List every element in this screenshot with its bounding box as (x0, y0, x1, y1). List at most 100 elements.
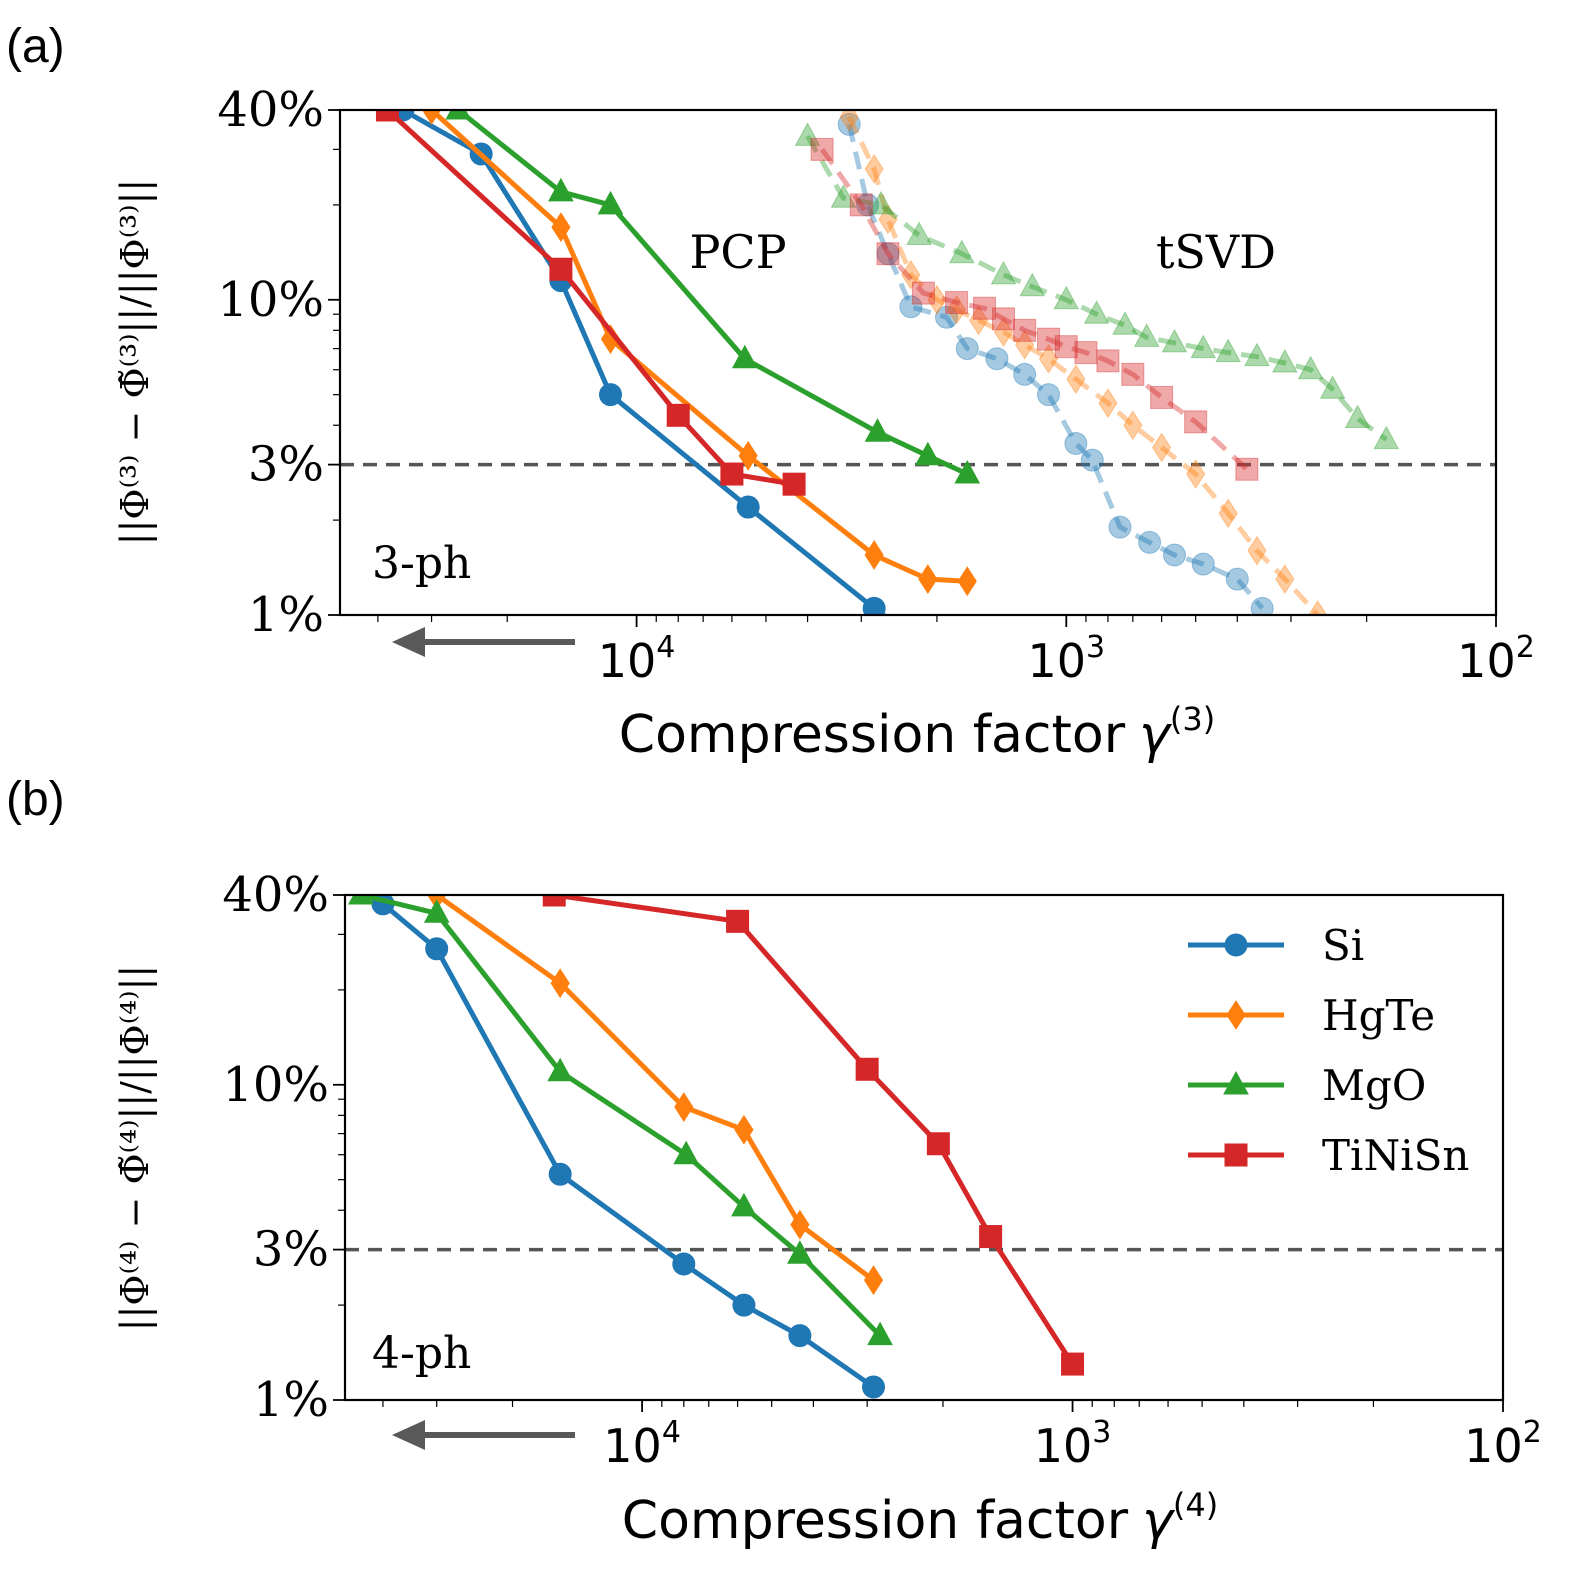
line-mgo-pcp (456, 110, 969, 477)
point-mgo-tsvd (1083, 300, 1110, 324)
series-si-series (371, 895, 886, 1399)
point-si-tsvd (1108, 515, 1132, 539)
point-tinisn-series (1061, 1352, 1085, 1376)
x-tick-label: 104 (603, 1415, 681, 1473)
point-tinisn-pcp (549, 257, 573, 281)
legend-item-si: Si (1188, 921, 1364, 970)
series-hgte-series (427, 895, 884, 1296)
point-si-pcp (862, 596, 886, 615)
point-tinisn-tsvd (810, 137, 834, 161)
point-hgte-tsvd (1275, 564, 1295, 595)
point-hgte-tsvd (864, 154, 884, 184)
panel-b-axes: 1% 3% 10% 40% 104 103 102 (222, 867, 1542, 1473)
legend-label: MgO (1322, 1061, 1426, 1110)
series-hgte-tsvd (839, 110, 1328, 615)
panel-b-ylabel: ||Φ⁽⁴⁾ − Φ̃⁽⁴⁾||/||Φ⁽⁴⁾|| (113, 965, 157, 1331)
point-si-tsvd (935, 305, 959, 329)
panel-a-label: (a) (6, 20, 65, 73)
point-si-tsvd (1064, 431, 1088, 455)
legend-label: TiNiSn (1322, 1131, 1469, 1180)
point-hgte-tsvd (1038, 343, 1059, 374)
point-si-pcp (736, 495, 760, 519)
regime-label-4ph: 4-ph (372, 1328, 471, 1379)
line-hgte-tsvd (846, 115, 1320, 615)
line-hgte-pcp (429, 110, 968, 584)
point-tinisn-tsvd (876, 242, 900, 266)
point-tinisn-tsvd (991, 307, 1015, 331)
point-hgte-series (550, 968, 570, 999)
point-hgte-pcp (421, 110, 442, 125)
point-hgte-tsvd (1015, 329, 1035, 360)
point-si-tsvd (1191, 552, 1215, 576)
line-si-series (381, 901, 875, 1390)
point-mgo-pcp (864, 418, 891, 442)
point-hgte-tsvd (947, 294, 967, 325)
panel-b: (b) 1% 3% 10% 40% 104 103 102 4-ph Compression… (6, 773, 1542, 1551)
point-tinisn-series (855, 1057, 879, 1081)
point-tinisn-tsvd (1096, 349, 1120, 373)
point-tinisn-tsvd (973, 296, 997, 320)
point-tinisn-tsvd (1184, 410, 1208, 434)
point-si-tsvd (985, 347, 1009, 371)
point-tinisn-tsvd (1037, 327, 1061, 351)
point-hgte-tsvd (1218, 498, 1238, 529)
panel-a-axes: 1% 3% 10% 40% 104 103 102 (217, 82, 1535, 688)
point-si-tsvd (899, 295, 923, 319)
point-tinisn-pcp (782, 472, 806, 496)
point-hgte-tsvd (1152, 432, 1172, 463)
point-si-series (548, 1162, 572, 1186)
point-mgo-tsvd (1190, 334, 1217, 359)
point-hgte-tsvd (901, 259, 921, 290)
point-mgo-series (867, 1321, 893, 1346)
point-mgo-series (547, 1057, 574, 1082)
point-mgo-tsvd (1244, 342, 1270, 367)
point-si-pcp (892, 618, 914, 640)
line-tinisn-series (553, 895, 1075, 1366)
point-mgo-tsvd (1112, 311, 1138, 335)
point-mgo-tsvd (1319, 375, 1346, 399)
point-si-tsvd (1162, 543, 1186, 567)
line-si-tsvd (846, 123, 1265, 610)
point-tinisn-pcp (666, 403, 690, 427)
panel-b-plot-area (345, 895, 1503, 1399)
series-mgo-pcp (445, 110, 981, 484)
point-hgte-tsvd (1123, 410, 1143, 441)
point-mgo-series (673, 1140, 700, 1165)
x-tick-label: 103 (1034, 1415, 1112, 1473)
x-tick-label: 102 (1464, 1415, 1542, 1473)
point-tinisn-tsvd (911, 281, 935, 305)
point-si-series (425, 937, 449, 961)
point-mgo-tsvd (1215, 338, 1242, 363)
arrow-head-icon (392, 1420, 425, 1450)
point-si-tsvd (856, 193, 880, 217)
point-tinisn-tsvd (1013, 318, 1037, 342)
series-tinisn-pcp (375, 110, 806, 496)
panel-a-ylabel: ||Φ⁽³⁾ − Φ̃⁽³⁾||/||Φ⁽³⁾|| (113, 179, 157, 545)
point-hgte-pcp (738, 440, 758, 471)
point-hgte-tsvd (839, 110, 859, 132)
legend-label: Si (1322, 921, 1364, 970)
point-mgo-tsvd (830, 184, 857, 208)
point-si-series (732, 1293, 756, 1317)
point-mgo-tsvd (1344, 404, 1371, 429)
x-tick-label: 104 (598, 630, 676, 688)
line-mgo-tsvd (805, 135, 1388, 442)
point-tinisn-series (979, 1225, 1003, 1249)
point-mgo-series (423, 899, 450, 923)
point-mgo-tsvd (1297, 355, 1324, 380)
point-mgo-tsvd (949, 239, 975, 264)
y-tick-label: 40% (222, 867, 329, 923)
point-hgte-series (790, 1209, 810, 1240)
point-si-series (788, 1324, 812, 1348)
panel-b-xlabel: Compression factor γ(4) (622, 1486, 1218, 1551)
point-tinisn-series (542, 895, 566, 907)
line-hgte-series (435, 895, 876, 1283)
legend-label: HgTe (1322, 991, 1435, 1040)
point-hgte-pcp (918, 564, 938, 595)
point-si-tsvd (876, 242, 900, 266)
legend-item-tinisn: TiNiSn (1188, 1131, 1469, 1180)
legend-item-hgte: HgTe (1188, 991, 1435, 1040)
point-tinisn-tsvd (945, 291, 969, 315)
series-tinisn-tsvd (810, 137, 1259, 481)
